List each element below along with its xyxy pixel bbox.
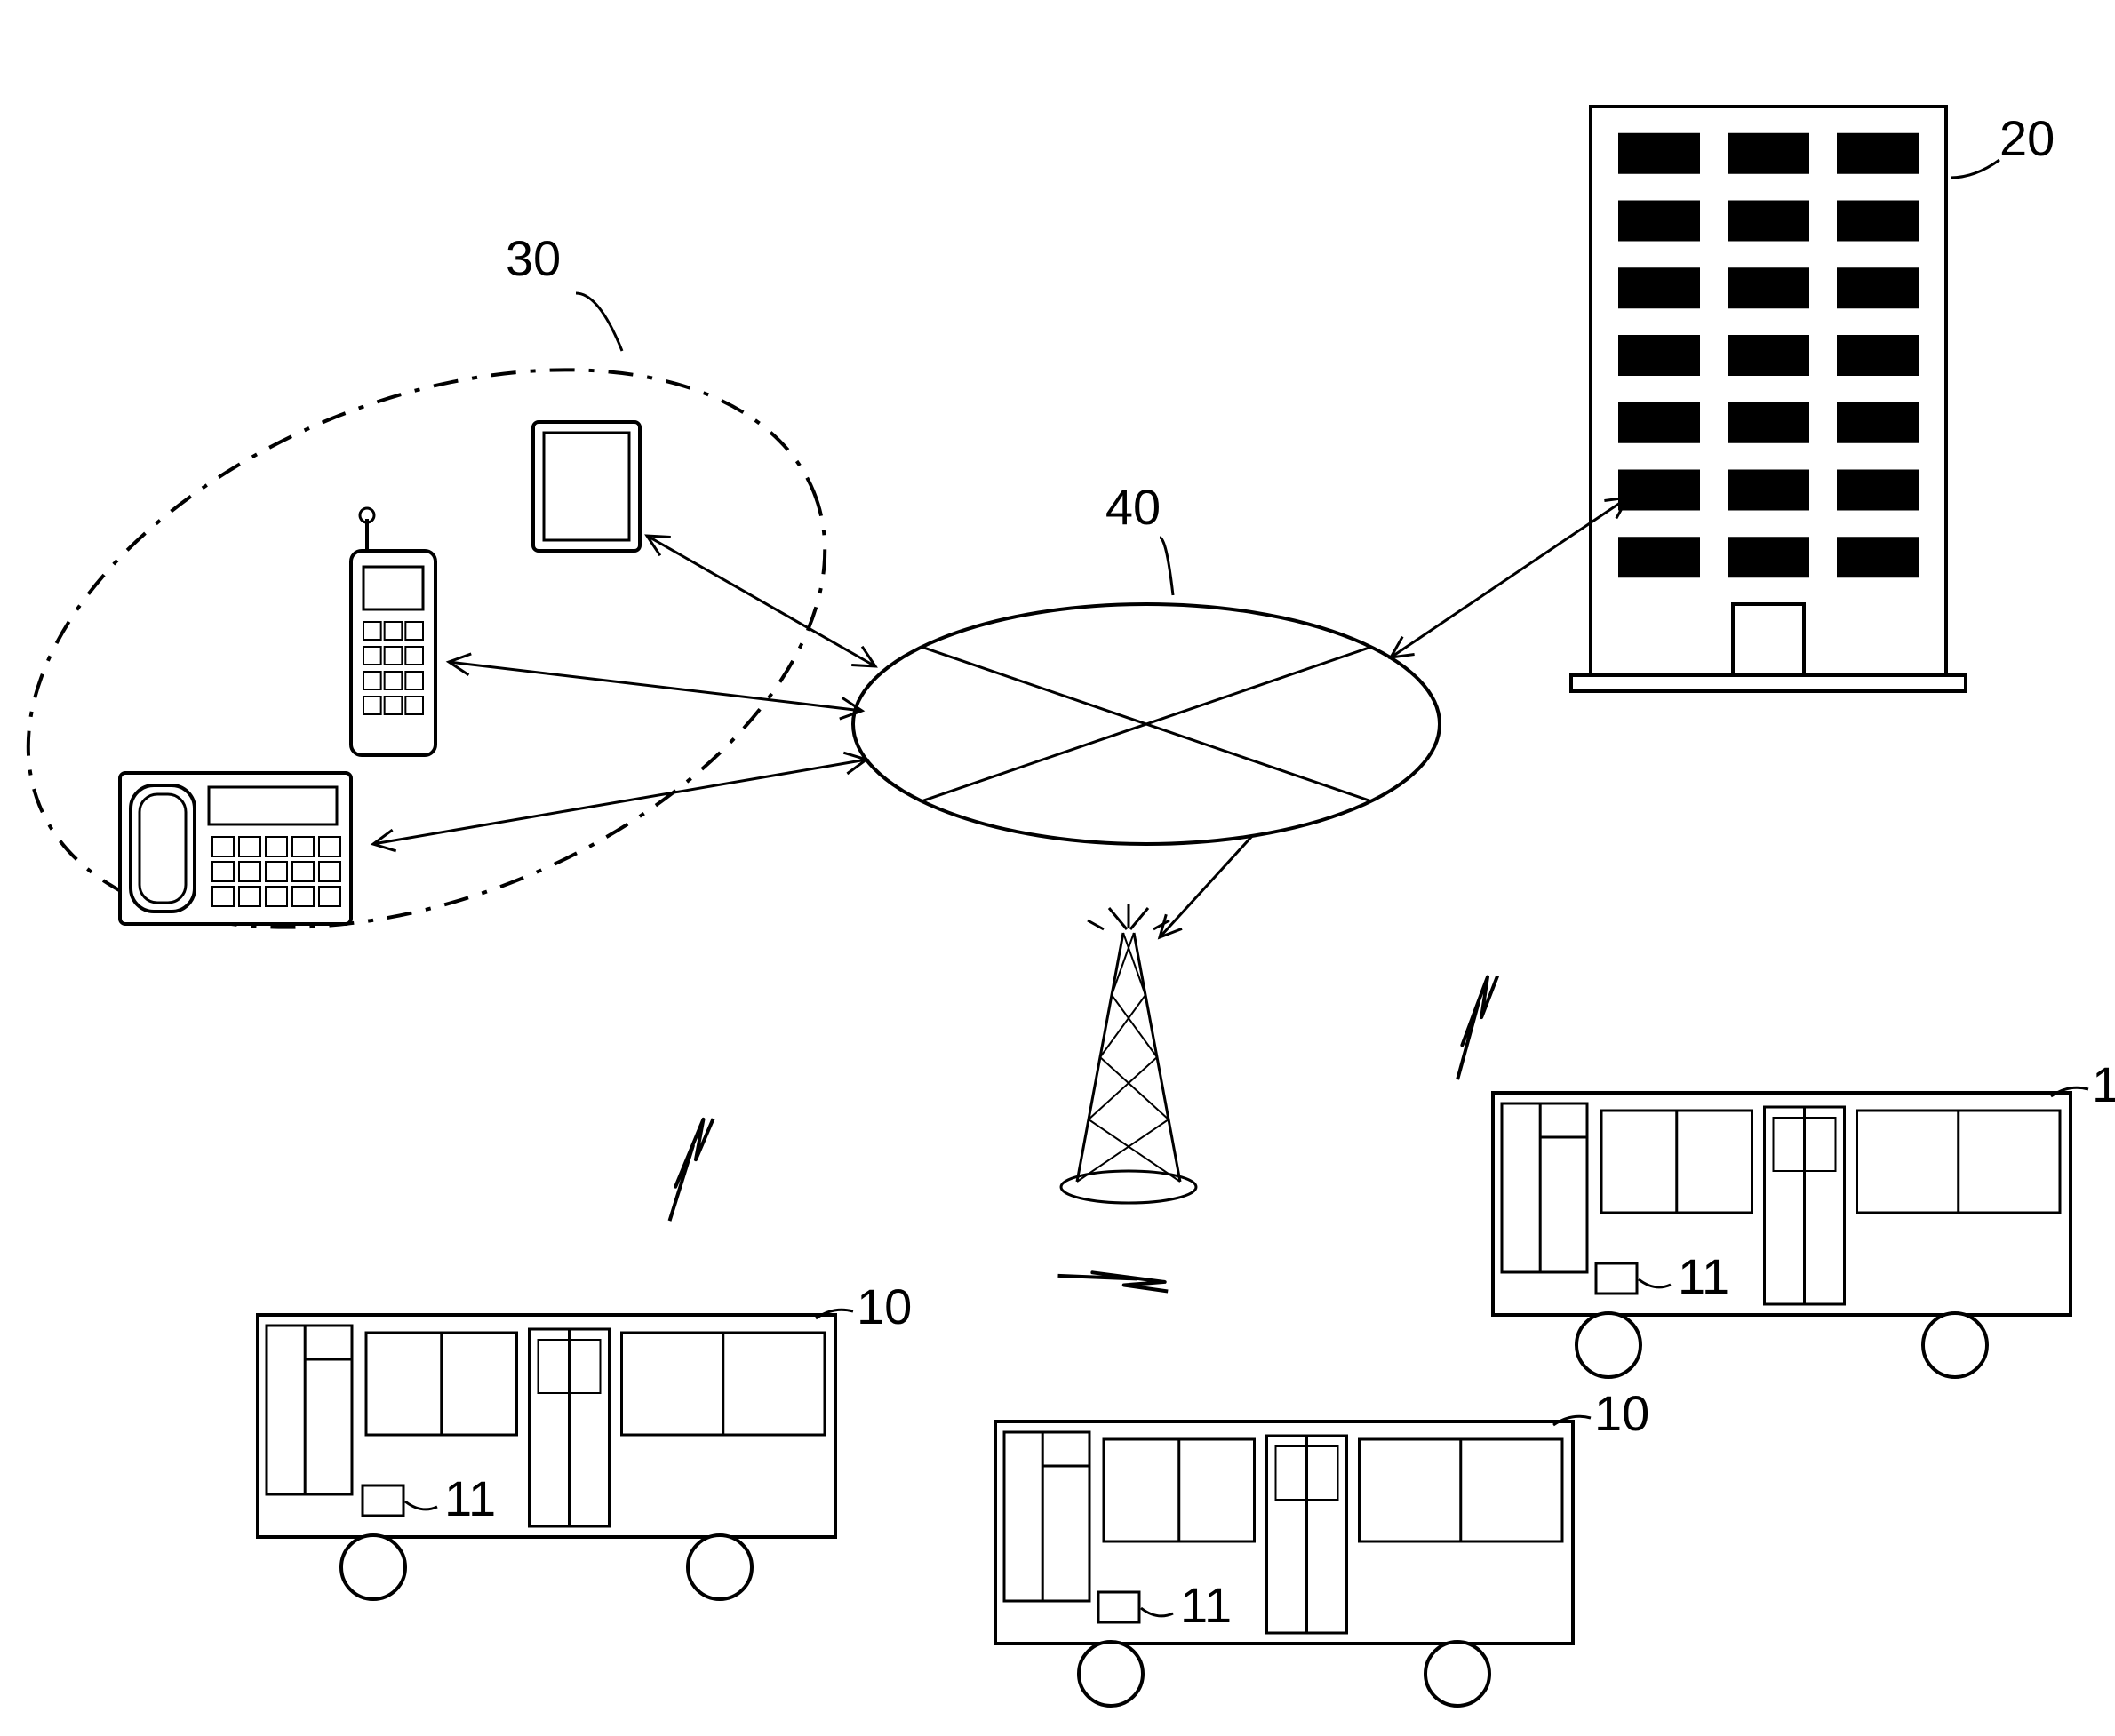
bus-unit-label: 11 [1180,1577,1232,1633]
user-devices-group [0,261,907,1035]
link-arrow [647,536,875,666]
desk-phone-icon [120,773,351,924]
bus-icon [258,1310,853,1599]
bus-icon [995,1416,1591,1706]
tablet-icon [533,422,640,551]
bus-unit-label: 11 [444,1470,496,1526]
mobile-phone-icon [351,508,435,755]
link-arrow [449,654,862,719]
building-label: 20 [1999,110,2055,166]
bus-icon [1493,1087,2088,1377]
bus-label: 10 [2092,1056,2115,1112]
devices-group-label: 30 [506,230,561,286]
tower-icon [1061,904,1196,1203]
wireless-signal-icon [634,1115,747,1221]
link-arrow [373,753,866,851]
building-icon [1571,107,1966,691]
bus-unit-label: 11 [1678,1248,1729,1304]
wireless-signal-icon [1058,1225,1171,1338]
link-arrow [1160,835,1253,937]
wireless-signal-icon [1420,972,1533,1079]
network-label: 40 [1105,479,1161,535]
system-diagram: 40 20 30 11 10 11 10 11 10 [0,0,2115,1736]
bus-label: 10 [857,1278,912,1334]
network-node [853,604,1440,844]
bus-label: 10 [1594,1385,1649,1441]
